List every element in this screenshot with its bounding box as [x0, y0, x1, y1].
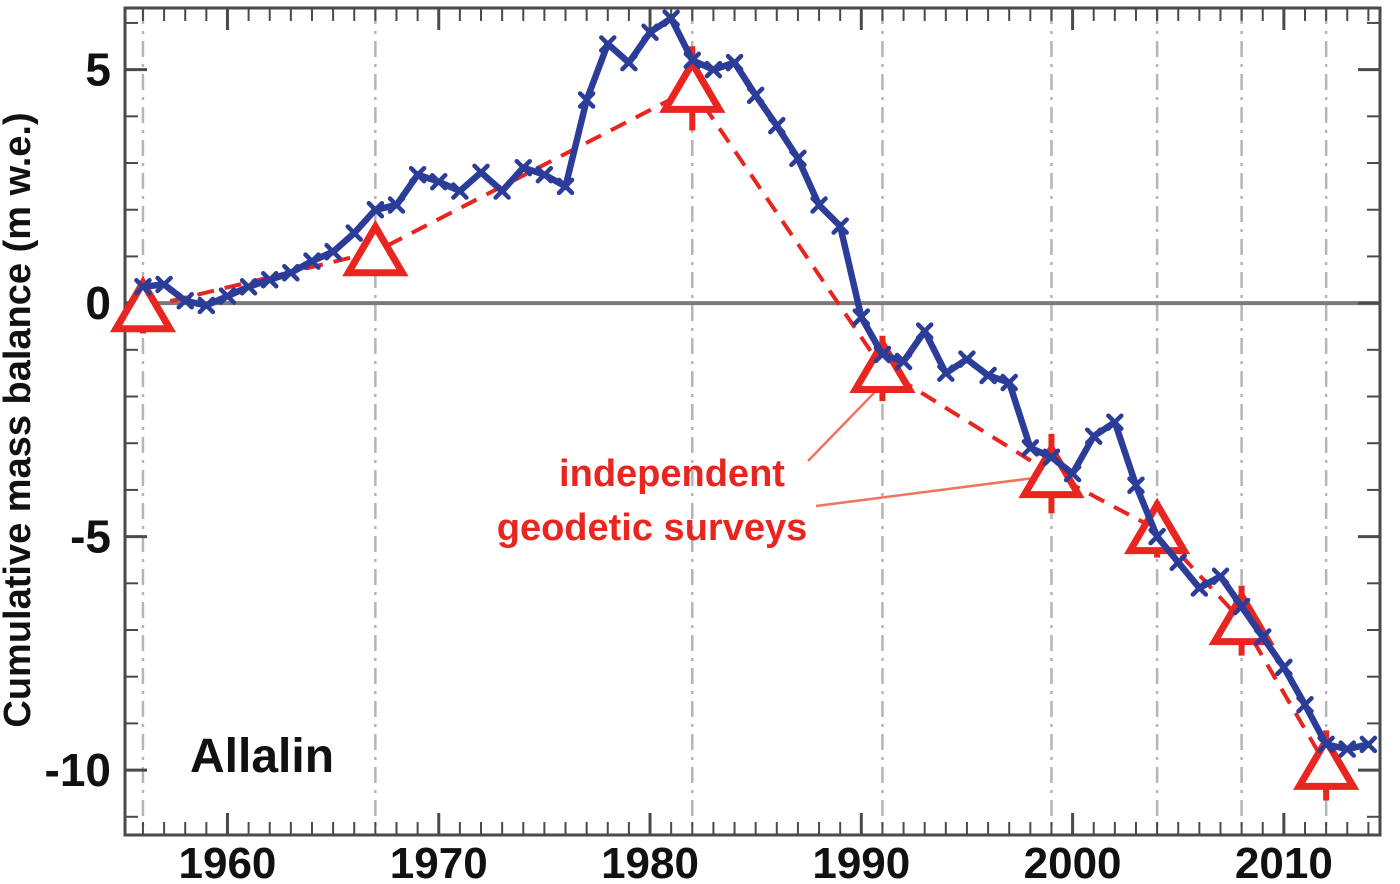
plot-frame	[123, 6, 1382, 837]
x-tick-label: 1970	[390, 839, 488, 884]
y-tick-label: 5	[85, 44, 111, 96]
y-axis-label: Cumulative mass balance (m w.e.)	[0, 112, 39, 727]
gridlines-layer	[125, 8, 1380, 835]
y-tick-label: -10	[45, 744, 111, 796]
x-tick-label: 2000	[1024, 839, 1122, 884]
chart-title: Allalin	[190, 730, 334, 783]
annotation-leader-line	[815, 476, 1038, 508]
geodetic-triangle-marker	[109, 275, 177, 333]
annotation-leader-line	[807, 391, 876, 462]
axes-layer: 1960 1970 1980 1990 2000 2010 5 0 -5 -10	[45, 6, 1382, 884]
y-tick-label: 0	[85, 277, 111, 329]
x-tick-label: 1990	[812, 839, 910, 884]
glaciological-x-markers	[134, 9, 1378, 758]
geodetic-triangle-marker	[342, 219, 409, 277]
geodetic-triangle-marker	[1293, 733, 1360, 790]
glaciological-series-layer	[134, 9, 1378, 758]
annotation-geodetic-surveys: geodetic surveys	[497, 507, 807, 549]
geodetic-series-layer	[109, 46, 1360, 801]
glaciological-line	[139, 15, 1372, 753]
text-layer: Allalin Cumulative mass balance (m w.e.)…	[0, 112, 807, 783]
x-tick-label: 1960	[179, 839, 277, 884]
x-tick-label: 2010	[1235, 839, 1333, 884]
geodetic-dashed-line	[142, 85, 1328, 767]
y-tick-label: -5	[70, 511, 111, 563]
geodetic-triangle-marker	[1123, 497, 1191, 555]
annotation-independent: independent	[559, 453, 785, 495]
geodetic-triangle-marker	[659, 56, 726, 113]
x-tick-label: 1980	[601, 839, 699, 884]
